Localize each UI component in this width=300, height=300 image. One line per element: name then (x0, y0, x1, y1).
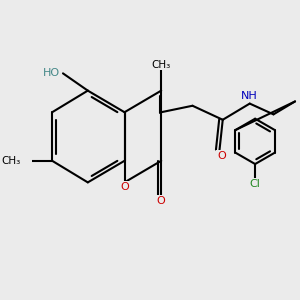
Text: CH₃: CH₃ (2, 156, 21, 166)
Text: CH₃: CH₃ (152, 59, 171, 70)
Text: Cl: Cl (250, 179, 261, 189)
Text: O: O (157, 196, 166, 206)
Text: O: O (120, 182, 129, 192)
Text: HO: HO (43, 68, 60, 78)
Text: NH: NH (241, 91, 258, 101)
Text: O: O (217, 151, 226, 161)
